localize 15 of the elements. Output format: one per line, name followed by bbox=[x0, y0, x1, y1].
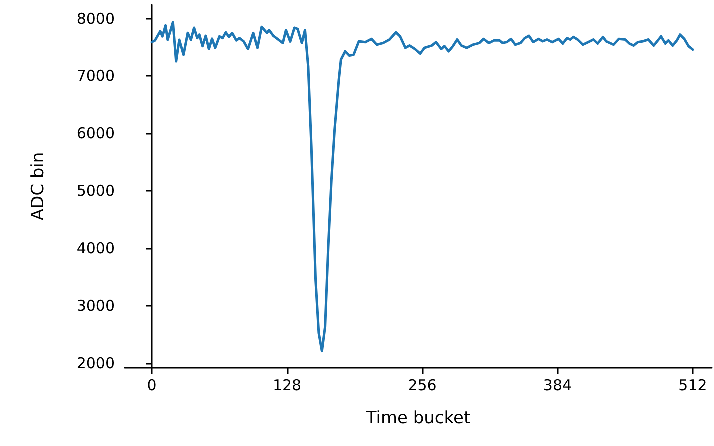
y-axis-title: ADC bin bbox=[28, 152, 48, 221]
x-tick-label: 128 bbox=[272, 376, 302, 394]
y-tick-label: 7000 bbox=[76, 67, 115, 86]
y-tick-label: 8000 bbox=[76, 10, 115, 28]
y-tick-label: 4000 bbox=[76, 240, 115, 258]
x-tick-label: 0 bbox=[147, 376, 157, 394]
x-tick-label: 256 bbox=[408, 376, 437, 394]
y-tick-label: 2000 bbox=[76, 354, 115, 372]
x-axis-title: Time bucket bbox=[365, 408, 471, 428]
y-tick-label: 6000 bbox=[76, 124, 115, 143]
x-tick-label: 384 bbox=[543, 376, 572, 394]
y-tick-label: 3000 bbox=[76, 296, 115, 315]
y-tick-label: 5000 bbox=[76, 182, 115, 200]
x-tick-label: 512 bbox=[678, 376, 708, 394]
line-series bbox=[150, 21, 694, 353]
